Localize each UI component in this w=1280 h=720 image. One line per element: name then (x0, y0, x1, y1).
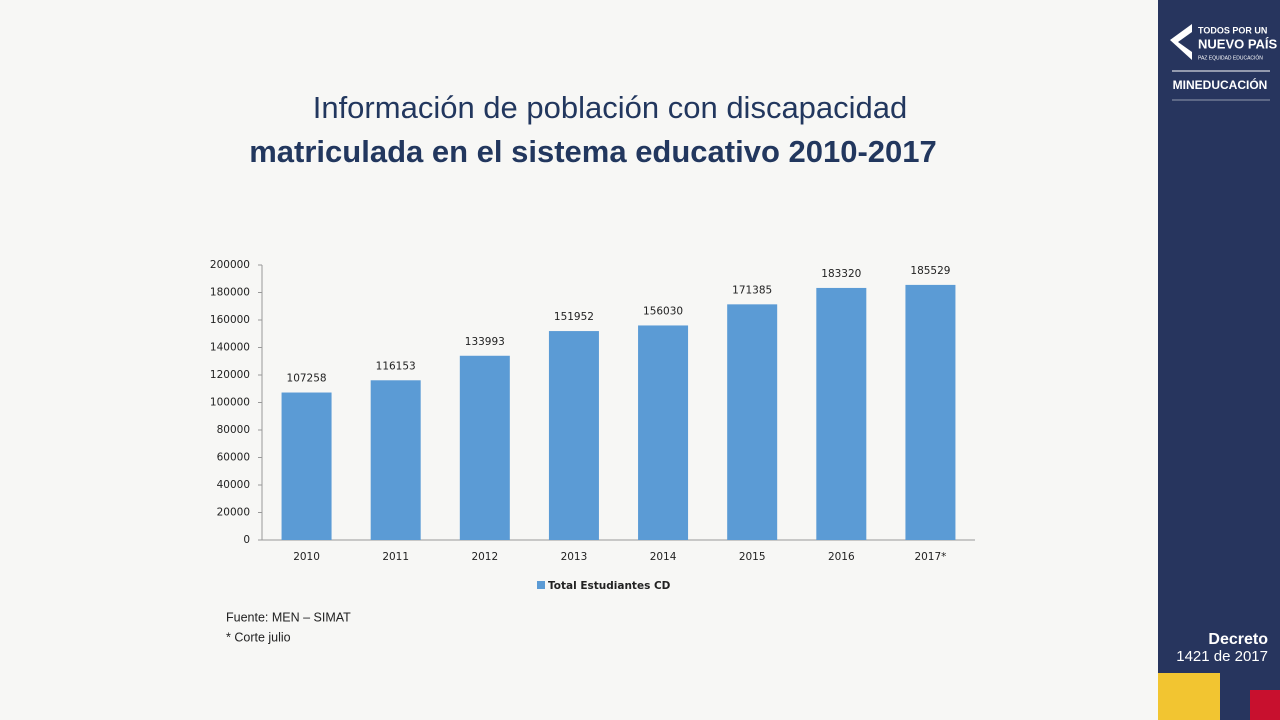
logo-mark (1170, 24, 1192, 60)
value-label: 171385 (732, 284, 772, 296)
value-label: 185529 (910, 265, 950, 277)
logo-main: NUEVO PAÍS (1198, 36, 1278, 51)
bar (816, 287, 867, 540)
decree-number: 1421 de 2017 (1176, 648, 1268, 665)
x-tick-label: 2015 (739, 551, 766, 563)
title: Información de población con discapacida… (313, 90, 908, 125)
decree: Decreto (1208, 631, 1268, 648)
value-label: 116153 (376, 360, 416, 372)
bar (459, 355, 510, 540)
value-label: 156030 (643, 305, 683, 317)
legend-label: Total Estudiantes CD (548, 580, 671, 592)
stripe (1220, 690, 1250, 720)
y-tick-label: 140000 (210, 342, 250, 354)
y-tick-label: 40000 (217, 479, 250, 491)
y-tick-label: 80000 (217, 424, 250, 436)
y-tick-label: 160000 (210, 314, 250, 326)
x-tick-label: 2017* (914, 551, 946, 563)
chart: 0 20000 40000 60000 80000 100000 120000 140000 1… (210, 259, 975, 592)
sidebar: TODOS POR UN NUEVO PAÍS PAZ EQUIDAD EDUC… (1158, 0, 1280, 720)
value-label: 107258 (287, 373, 327, 385)
ministry: MINEDUCACIÓN (1173, 77, 1268, 92)
y-tick-label: 100000 (210, 397, 250, 409)
x-tick-label: 2016 (828, 551, 855, 563)
bar (905, 284, 956, 540)
y-tick-label: 180000 (210, 287, 250, 299)
stripe (1158, 673, 1220, 720)
bar (281, 392, 332, 540)
x-tick-label: 2011 (382, 551, 409, 563)
subtitle: matriculada en el sistema educativo 2010… (249, 134, 937, 169)
bar (638, 325, 689, 540)
x-tick-label: 2014 (650, 551, 677, 563)
sidebar-bg (1158, 0, 1280, 720)
y-tick-label: 200000 (210, 259, 250, 271)
x-tick-label: 2010 (293, 551, 320, 563)
value-label: 183320 (821, 268, 861, 280)
note: Fuente: MEN – SIMAT (226, 610, 351, 624)
y-tick-label: 60000 (217, 452, 250, 464)
value-label: 133993 (465, 336, 505, 348)
note: * Corte julio (226, 630, 291, 644)
x-tick-label: 2013 (561, 551, 588, 563)
bar (370, 380, 421, 540)
stripe (1250, 690, 1280, 720)
logo-tagline: PAZ EQUIDAD EDUCACIÓN (1198, 54, 1263, 61)
y-tick-label: 120000 (210, 369, 250, 381)
y-tick-label: 20000 (217, 507, 250, 519)
logo-top: TODOS POR UN (1198, 25, 1267, 35)
bar (548, 331, 599, 540)
x-tick-label: 2012 (471, 551, 498, 563)
y-tick-label: 0 (243, 534, 250, 546)
bar (727, 304, 778, 540)
legend-swatch (537, 581, 545, 589)
value-label: 151952 (554, 311, 594, 323)
